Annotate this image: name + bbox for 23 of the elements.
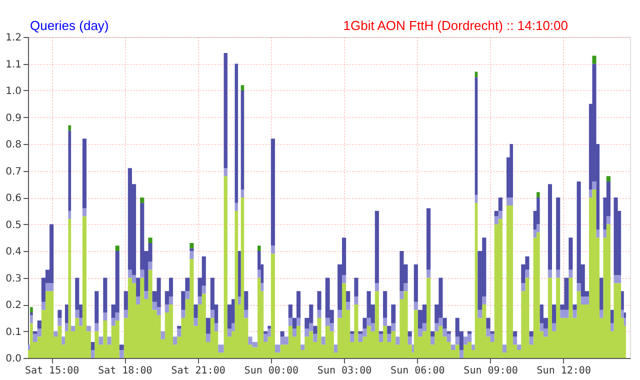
x-tick-label: Sun 06:00: [390, 366, 445, 376]
y-tick-label: 0.6: [6, 193, 22, 204]
x-tick-label: Sun 03:00: [317, 366, 372, 376]
y-tick-label: 0.8: [6, 140, 22, 150]
chart-subtitle: 1Gbit AON FttH (Dordrecht) :: 14:10:00: [343, 18, 568, 33]
y-tick-label: 0.0: [6, 354, 22, 364]
y-tick-label: 1.0: [6, 86, 22, 97]
x-tick-label: Sat 21:00: [171, 366, 226, 376]
y-tick-label: 0.7: [6, 166, 22, 178]
y-tick-label: 0.9: [6, 112, 22, 124]
x-tick-label: Sun 09:00: [464, 366, 518, 376]
y-tick-label: 1.1: [6, 59, 22, 70]
x-tick-label: Sat 18:00: [98, 366, 152, 376]
chart-title: Queries (day): [30, 18, 109, 33]
x-tick-label: Sat 15:00: [24, 366, 80, 376]
y-tick-label: 0.2: [6, 300, 22, 311]
y-tick-label: 0.1: [6, 326, 22, 338]
y-tick-label: 1.2: [6, 32, 22, 44]
y-tick-label: 0.5: [6, 220, 22, 231]
x-tick-label: Sun 12:00: [536, 366, 591, 376]
y-tick-label: 0.3: [6, 273, 22, 284]
y-tick-label: 0.4: [6, 246, 22, 258]
x-tick-label: Sun 00:00: [244, 366, 299, 376]
